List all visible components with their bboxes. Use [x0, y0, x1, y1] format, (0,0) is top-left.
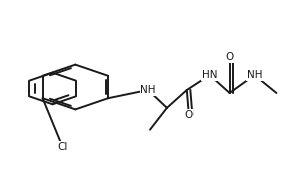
Text: O: O	[226, 52, 234, 62]
Text: NH: NH	[247, 70, 262, 80]
Text: Cl: Cl	[57, 142, 68, 152]
Text: HN: HN	[202, 70, 218, 80]
Text: NH: NH	[140, 85, 156, 95]
Text: O: O	[185, 110, 193, 120]
